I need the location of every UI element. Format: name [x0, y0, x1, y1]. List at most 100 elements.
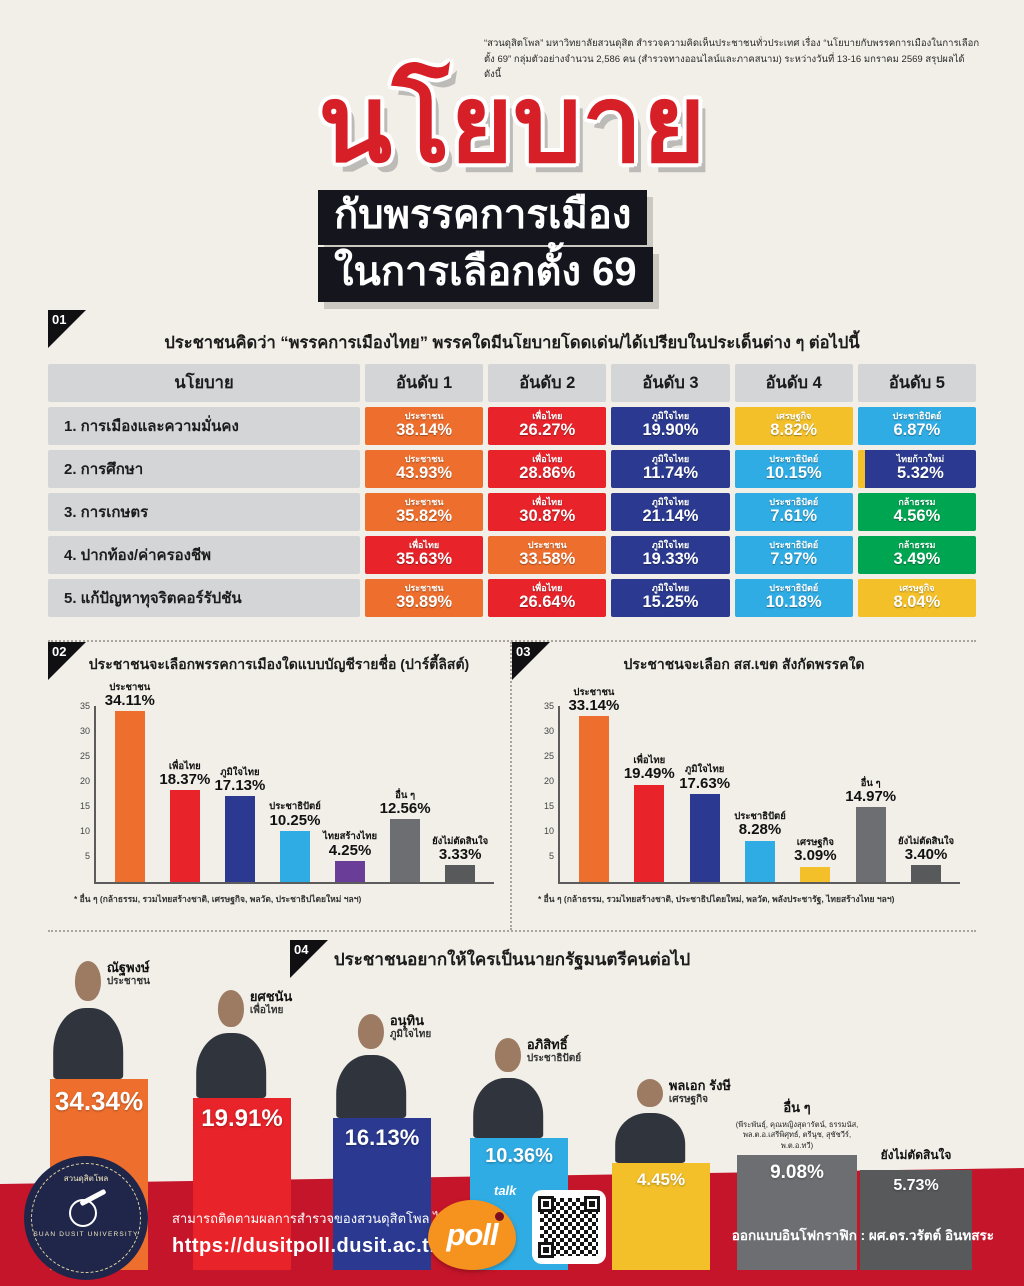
y-tick: 30	[79, 726, 90, 736]
y-tick: 20	[543, 776, 554, 786]
rank-cell: ประชาชน 35.82%	[365, 493, 484, 531]
others-column: อื่น ๆ (พีระพันธุ์, คุณหญิงสุดารัตน์, ธร…	[736, 1097, 858, 1270]
percent-value: 19.33%	[642, 550, 699, 569]
section-vote-charts: 02 ประชาชนจะเลือกพรรคการเมืองใดแบบบัญชีร…	[48, 640, 976, 932]
col-header-rank2: อันดับ 2	[488, 364, 607, 402]
percent-value: 10.15%	[765, 464, 822, 483]
qr-finder-square	[538, 1242, 554, 1258]
constituency-bar-chart: 35 30 25 20 15 10 5 ประชาชน 33.14% เพื่อไ…	[544, 687, 960, 884]
party-name: ประชาชน	[404, 583, 444, 594]
section04-heading: ประชาชนอยากให้ใครเป็นนายกรัฐมนตรีคนต่อไป	[333, 950, 691, 969]
percent-value: 35.63%	[396, 550, 453, 569]
bar-value-label: 14.97%	[845, 787, 897, 805]
bar-party-label: ประชาธิปัตย์	[734, 811, 786, 823]
others-percent: 9.08%	[770, 1162, 824, 1184]
university-name-thai: สวนดุสิตโพล	[63, 1174, 109, 1183]
y-tick: 5	[84, 851, 90, 861]
survey-source-line2: กลุ่มตัวอย่างจำนวน 2,586 คน (สำรวจทางออน…	[484, 53, 965, 81]
bar-party-label: เศรษฐกิจ	[796, 837, 834, 849]
bar-value-label: 19.49%	[623, 765, 675, 783]
bar-value-label: 17.13%	[214, 777, 266, 795]
candidate-bar: 4.45%	[612, 1162, 710, 1270]
bar-group: ประชาธิปัตย์ 10.25%	[269, 706, 321, 882]
others-bar: 9.08%	[737, 1155, 857, 1270]
rank-cell: เศรษฐกิจ 8.04%	[857, 579, 976, 617]
chart-constituency: 03 ประชาชนจะเลือก สส.เขต สังกัดพรรคใด 35…	[512, 642, 976, 930]
y-tick: 15	[79, 801, 90, 811]
percent-value: 10.18%	[765, 593, 822, 612]
candidate-name: ยศชนัน	[249, 989, 293, 1005]
party-name: ประชาธิปัตย์	[769, 497, 819, 508]
policy-label: 2. การศึกษา	[48, 450, 360, 488]
candidate-party: ประชาชน	[106, 976, 150, 988]
y-tick: 35	[79, 701, 90, 711]
party-name: เพื่อไทย	[532, 411, 563, 422]
rank-cell: เพื่อไทย 35.63%	[365, 536, 484, 574]
percent-value: 3.49%	[893, 550, 941, 569]
bar-value-label: 34.11%	[104, 692, 155, 710]
y-tick: 25	[543, 751, 554, 761]
bar	[744, 840, 775, 882]
telescope-globe-icon	[65, 1191, 107, 1227]
rank-cell: ประชาธิปัตย์ 6.87%	[857, 407, 976, 445]
poster-subtitle-1: กับพรรคการเมือง	[318, 190, 648, 246]
section01-heading: ประชาชนคิดว่า “พรรคการเมืองไทย” พรรคใดมี…	[164, 334, 860, 352]
bar-value-label: 12.56%	[379, 800, 431, 818]
percent-value: 21.14%	[642, 507, 699, 526]
bar-group: ยังไม่ตัดสินใจ 3.33%	[432, 706, 488, 882]
poll-url-link[interactable]: https://dusitpoll.dusit.ac.th	[172, 1235, 443, 1257]
y-tick: 20	[79, 776, 90, 786]
bar	[335, 860, 366, 882]
bar	[114, 711, 145, 882]
university-logo: สวนดุสิตโพล SUAN DUSIT UNIVERSITY	[24, 1156, 148, 1280]
candidate-name: อนุทิน	[389, 1012, 424, 1028]
party-name: ประชาธิปัตย์	[769, 540, 819, 551]
chart02-footnote: * อื่น ๆ (กล้าธรรม, รวมไทยสร้างชาติ, เศร…	[74, 894, 362, 904]
bar-group: ภูมิใจไทย 17.13%	[214, 706, 266, 882]
percent-value: 8.04%	[893, 593, 941, 612]
rank-cell: ภูมิใจไทย 19.33%	[611, 536, 730, 574]
bar-value-label: 3.40%	[904, 845, 948, 863]
party-name: เพื่อไทย	[409, 540, 440, 551]
undecided-percent: 5.73%	[893, 1176, 939, 1194]
bar-group: ประชาธิปัตย์ 8.28%	[734, 706, 786, 882]
percent-value: 38.14%	[396, 421, 453, 440]
party-name: กล้าธรรม	[898, 540, 936, 551]
bar	[279, 830, 310, 882]
candidate-column: พลเอก รังษี เศรษฐกิจ 4.45%	[612, 1078, 731, 1270]
rank-cell: ภูมิใจไทย 21.14%	[611, 493, 730, 531]
y-tick: 10	[543, 826, 554, 836]
y-tick: 30	[543, 726, 554, 736]
bar-group: เพื่อไทย 19.49%	[623, 706, 675, 882]
y-tick: 15	[543, 801, 554, 811]
chart03-footnote: * อื่น ๆ (กล้าธรรม, รวมไทยสร้างชาติ, ประ…	[538, 894, 895, 904]
bar	[445, 865, 476, 882]
bar-party-label: ภูมิใจไทย	[684, 764, 725, 776]
rank-cell: ภูมิใจไทย 11.74%	[611, 450, 730, 488]
candidate-party: ภูมิใจไทย	[389, 1028, 432, 1040]
party-name: ไทยก้าวใหม่	[896, 454, 945, 465]
section-number-badge: 03	[512, 642, 550, 680]
bar-group: ประชาชน 33.14%	[568, 687, 620, 882]
section02-heading: ประชาชนจะเลือกพรรคการเมืองใดแบบบัญชีรายช…	[88, 656, 470, 672]
candidate-column: อนุทิน ภูมิใจไทย 16.13%	[333, 1012, 432, 1270]
chart-party-list: 02 ประชาชนจะเลือกพรรคการเมืองใดแบบบัญชีร…	[48, 642, 512, 930]
policy-label: 5. แก้ปัญหาทุจริตคอร์รัปชัน	[48, 579, 360, 617]
rank-cell: กล้าธรรม 4.56%	[857, 493, 976, 531]
bar	[855, 807, 886, 882]
bar-value-label: 3.33%	[438, 846, 482, 864]
percent-value: 5.32%	[896, 464, 944, 483]
percent-value: 15.25%	[642, 593, 699, 612]
bar-party-label: อื่น ๆ	[860, 777, 881, 789]
col-header-rank1: อันดับ 1	[365, 364, 484, 402]
col-header-rank3: อันดับ 3	[611, 364, 730, 402]
qr-finder-square	[538, 1196, 554, 1212]
policy-label: 1. การเมืองและความมั่นคง	[48, 407, 360, 445]
party-name: ประชาชน	[404, 411, 444, 422]
rank-cell: ประชาชน 39.89%	[365, 579, 484, 617]
bar-party-label: ประชาชน	[573, 686, 615, 698]
rank-cell: เศรษฐกิจ 8.82%	[734, 407, 853, 445]
rank-cell: ประชาชน 33.58%	[488, 536, 607, 574]
rank-cell: เพื่อไทย 30.87%	[488, 493, 607, 531]
rank-cell: เพื่อไทย 28.86%	[488, 450, 607, 488]
